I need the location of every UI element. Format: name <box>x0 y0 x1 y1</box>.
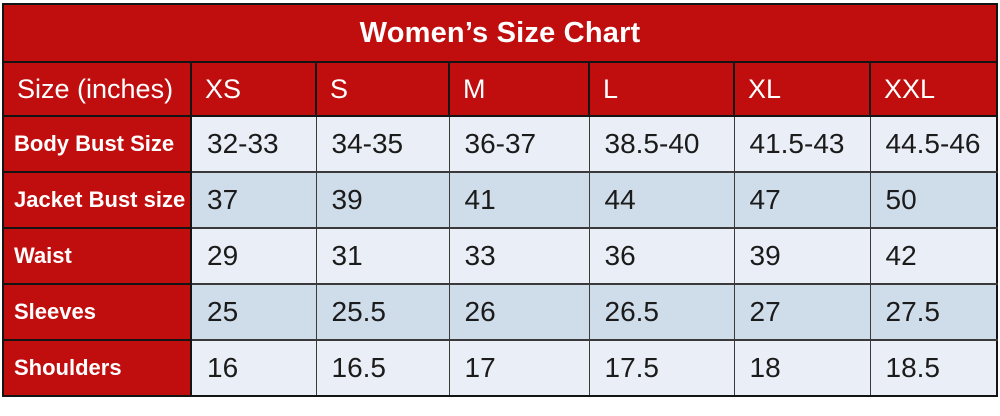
row-label-shoulders: Shoulders <box>2 339 192 397</box>
cell-sleeves-s: 25.5 <box>315 283 450 341</box>
row-label-jacket-bust-size: Jacket Bust size <box>2 171 192 229</box>
cell-body-bust-xl: 41.5-43 <box>733 115 871 173</box>
cell-body-bust-s: 34-35 <box>315 115 450 173</box>
cell-jacket-bust-l: 44 <box>588 171 735 229</box>
column-header-m: M <box>448 61 590 117</box>
cell-body-bust-l: 38.5-40 <box>588 115 735 173</box>
cell-sleeves-m: 26 <box>448 283 590 341</box>
cell-waist-xl: 39 <box>733 227 871 285</box>
chart-title: Women’s Size Chart <box>1 3 999 63</box>
column-header-xl: XL <box>733 61 871 117</box>
size-chart-table: Women’s Size Chart Size (inches) XS S M … <box>1 3 999 397</box>
row-label-sleeves: Sleeves <box>2 283 192 341</box>
column-header-xxl: XXL <box>868 61 999 117</box>
table-row-shoulders: Shoulders 16 16.5 17 17.5 18 18.5 <box>2 339 998 397</box>
cell-shoulders-xxl: 18.5 <box>869 339 998 397</box>
table-row-body-bust-size: Body Bust Size 32-33 34-35 36-37 38.5-40… <box>2 115 998 173</box>
cell-waist-xxl: 42 <box>869 227 998 285</box>
cell-sleeves-xl: 27 <box>733 283 871 341</box>
column-header-size-inches: Size (inches) <box>2 61 192 117</box>
cell-shoulders-s: 16.5 <box>315 339 450 397</box>
cell-jacket-bust-xxl: 50 <box>869 171 998 229</box>
cell-body-bust-m: 36-37 <box>448 115 590 173</box>
table-row-sleeves: Sleeves 25 25.5 26 26.5 27 27.5 <box>2 283 998 341</box>
cell-waist-m: 33 <box>448 227 590 285</box>
cell-shoulders-xl: 18 <box>733 339 871 397</box>
cell-waist-s: 31 <box>315 227 450 285</box>
title-row: Women’s Size Chart <box>1 3 999 63</box>
cell-shoulders-l: 17.5 <box>588 339 735 397</box>
cell-waist-l: 36 <box>588 227 735 285</box>
cell-sleeves-xs: 25 <box>190 283 317 341</box>
cell-sleeves-l: 26.5 <box>588 283 735 341</box>
cell-jacket-bust-m: 41 <box>448 171 590 229</box>
cell-jacket-bust-s: 39 <box>315 171 450 229</box>
column-header-l: L <box>588 61 735 117</box>
column-header-xs: XS <box>190 61 317 117</box>
table-row-waist: Waist 29 31 33 36 39 42 <box>2 227 998 285</box>
cell-body-bust-xs: 32-33 <box>190 115 317 173</box>
column-header-s: S <box>315 61 450 117</box>
size-header-row: Size (inches) XS S M L XL XXL <box>2 61 999 117</box>
cell-sleeves-xxl: 27.5 <box>869 283 998 341</box>
cell-waist-xs: 29 <box>190 227 317 285</box>
row-label-body-bust-size: Body Bust Size <box>2 115 192 173</box>
cell-shoulders-xs: 16 <box>190 339 317 397</box>
table-row-jacket-bust-size: Jacket Bust size 37 39 41 44 47 50 <box>2 171 998 229</box>
cell-jacket-bust-xs: 37 <box>190 171 317 229</box>
cell-body-bust-xxl: 44.5-46 <box>869 115 998 173</box>
cell-jacket-bust-xl: 47 <box>733 171 871 229</box>
cell-shoulders-m: 17 <box>448 339 590 397</box>
row-label-waist: Waist <box>2 227 192 285</box>
